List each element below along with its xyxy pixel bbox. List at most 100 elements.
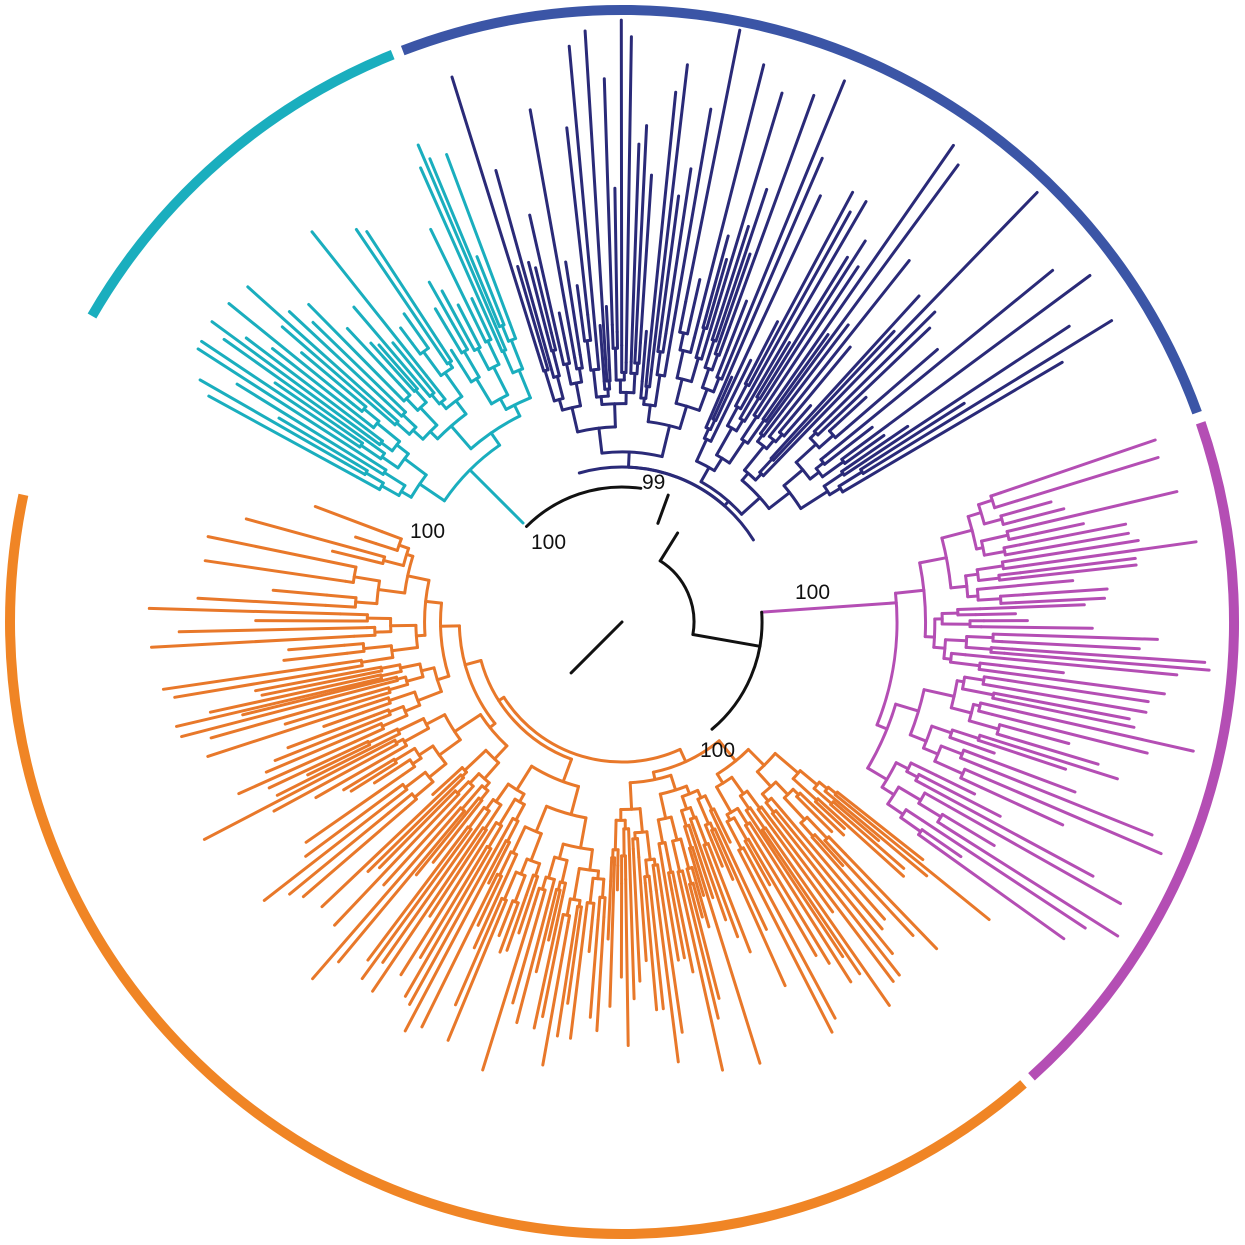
clade-orange-stem [448,773,463,787]
clade-orange-arc [651,739,721,774]
clade-orange-arc [443,713,462,742]
clade-magenta-leaf [1015,696,1131,721]
clade-magenta-stem [1005,523,1037,533]
clade-magenta-arc [918,561,928,639]
clade-orange-leaf [566,912,582,1005]
clade-orange-stem [547,855,557,880]
clade-orange-stem [725,820,743,851]
clade-cyan-stem [367,435,382,447]
clade-navy-arc [627,465,726,508]
clade-navy-leaf [725,299,748,352]
clade-orange-stem [814,800,832,817]
clade-orange-stem [511,825,527,855]
clade-magenta-stem [997,571,1022,577]
clade-navy-stem [767,491,792,510]
clade-orange-leaf [515,906,549,1025]
clade-orange-stem [676,870,682,883]
clade-magenta-leaf [1034,522,1085,536]
clade-orange-stem [427,762,448,779]
clade-orange-stem [424,713,447,726]
clade-orange-stem [363,676,383,684]
clade-orange-stem [561,757,573,784]
clade-magenta-leaf [1013,539,1140,562]
clade-cyan-stem [404,397,420,412]
clade-orange-stem [342,743,372,759]
clade-orange-leaf [446,920,499,1042]
clade-magenta-stem [991,639,1004,644]
clade-orange-stem [613,818,618,852]
clade-cyan-stem [501,349,515,375]
clade-orange-arc [375,579,381,606]
clade-orange-stem [362,669,384,676]
clade-orange-leaf [262,803,390,902]
clade-cyan-arc [469,414,522,451]
clade-cyan-leaf [352,305,426,391]
clade-cyan-leaf [287,310,387,403]
clade-orange-stem [376,588,407,595]
clade-navy-stem [543,369,556,403]
clade-orange-stem [498,850,513,877]
clade-navy-leaf [829,310,937,417]
clade-orange-leaf [431,805,478,864]
clade-orange-leaf [751,864,837,1020]
clade-navy-stem [551,349,561,378]
clade-magenta-arc [989,494,997,510]
clade-orange-leaf [311,819,452,981]
clade-cyan-leaf [227,302,355,406]
clade-navy-leaf [777,191,1039,462]
clade-orange-stem [372,708,390,717]
support-label-navy-cyan: 100 [531,531,566,554]
clade-magenta-leaf [978,603,1086,611]
clade-navy-stem [816,419,834,437]
clade-orange-stem [748,806,766,830]
clade-magenta-leaf [1018,556,1137,575]
clade-orange-leaf [267,753,342,790]
clade-orange-leaf [208,677,365,714]
clade-navy-arc [569,380,584,386]
clade-cyan-stem [512,403,522,418]
clade-navy-stem [762,409,784,438]
clade-orange-leaf [547,918,555,942]
clade-magenta-stem [908,733,928,743]
clade-navy-leaf [666,107,713,357]
clade-orange-leaf [497,910,510,938]
clade-navy-leaf [780,333,830,400]
clade-orange-stem [387,690,417,703]
clade-orange-stem [817,780,829,791]
clade-magenta-leaf [947,805,1122,906]
clade-cyan-leaf [391,341,422,378]
clade-navy-stem [557,397,564,412]
clade-cyan-stem [387,411,400,423]
clade-orange-leaf [418,866,476,959]
clade-navy-leaf [749,200,868,401]
clade-orange-stem [835,790,858,809]
clade-orange-leaf [161,662,341,691]
clade-cyan-stem [419,336,430,350]
clade-magenta-leaf [1019,729,1071,745]
clade-magenta-leaf [1013,507,1066,523]
clade-navy-arc [646,420,682,430]
clade-orange-stem [760,805,776,825]
clade-orange-stem [484,798,495,811]
clade-orange-stem [352,575,381,583]
clade-orange-leaf [331,549,379,564]
clade-orange-stem [379,690,392,697]
clade-magenta-stem [944,638,968,643]
clade-orange-leaf [476,902,490,927]
clade-orange-stem [706,842,714,855]
clade-orange-stem [437,789,457,810]
clade-navy-stem [538,339,550,372]
clade-navy-leaf [780,323,850,413]
clade-navy-stem [843,446,868,465]
clade-orange-stem [471,809,491,836]
clade-orange-leaf [403,854,500,1033]
clade-navy-stem [799,489,830,510]
clade-orange-leaf [823,803,905,878]
clade-ring [5,4,1240,1239]
clade-orange-stem [498,797,517,827]
clade-navy-leaf [775,143,955,401]
clade-orange-stem [506,899,515,914]
clade-cyan-leaf [222,337,374,447]
clade-navy-leaf [528,108,577,360]
clade-cyan-stem [486,339,501,366]
